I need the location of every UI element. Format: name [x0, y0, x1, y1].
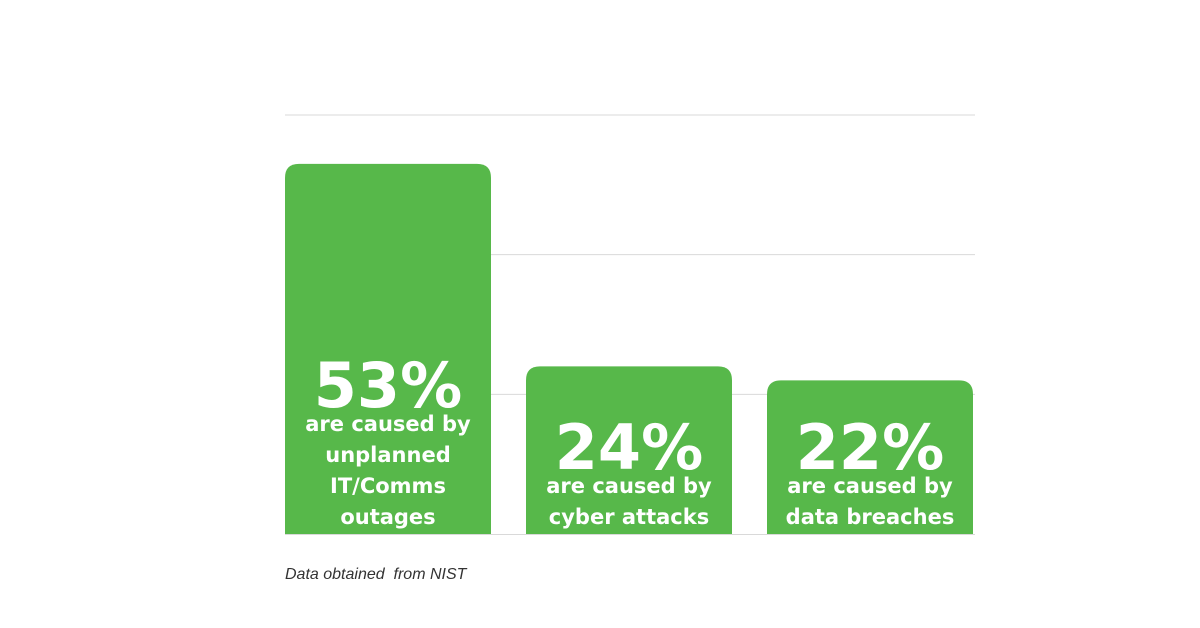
bar-description-2-line-1: are caused by: [546, 474, 712, 498]
bar-2: [526, 366, 732, 534]
bar-description-3-line-2: data breaches: [786, 505, 955, 529]
bar-3: [767, 380, 973, 534]
bar-1: [285, 163, 491, 534]
bar-description-3-line-1: are caused by: [787, 474, 953, 498]
bar-description-1-line-2: unplanned: [325, 443, 450, 467]
value-label-2: 24%: [555, 411, 703, 484]
bar-group-1: 53%are caused by unplanned IT/Comms outages: [285, 163, 491, 534]
bar-group-2: 24%are caused by cyber attacks: [526, 366, 732, 534]
value-label-3: 22%: [796, 411, 944, 484]
bar-description-1-line-4: outages: [340, 505, 435, 529]
bar-description-2-line-2: cyber attacks: [549, 505, 709, 529]
bar-group-3: 22%are caused by data breaches: [767, 380, 973, 534]
value-label-1: 53%: [314, 349, 462, 422]
bar-description-1-line-3: IT/Comms: [330, 474, 446, 498]
source-footnote: Data obtained from NIST: [285, 566, 467, 583]
bar-description-1-line-1: are caused by: [305, 412, 471, 436]
